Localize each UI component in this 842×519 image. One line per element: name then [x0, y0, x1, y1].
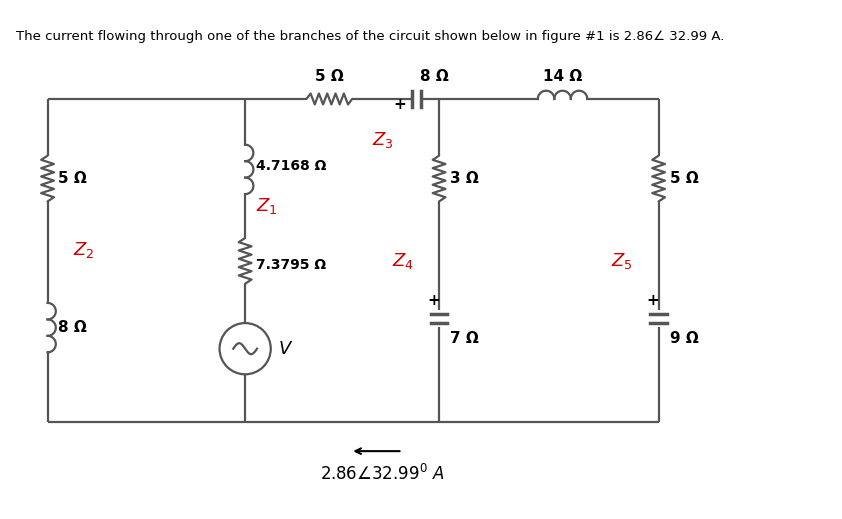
- Text: 8 Ω: 8 Ω: [420, 70, 449, 84]
- Text: 8 Ω: 8 Ω: [57, 320, 87, 335]
- Text: 3 Ω: 3 Ω: [450, 171, 479, 186]
- Text: $Z_2$: $Z_2$: [73, 240, 94, 260]
- Text: 5 Ω: 5 Ω: [315, 70, 344, 84]
- Text: $Z_5$: $Z_5$: [611, 251, 632, 271]
- Text: The current flowing through one of the branches of the circuit shown below in fi: The current flowing through one of the b…: [17, 30, 725, 44]
- Text: +: +: [393, 97, 406, 112]
- Text: 14 Ω: 14 Ω: [543, 70, 582, 84]
- Text: 9 Ω: 9 Ω: [669, 331, 698, 346]
- Text: 4.7168 Ω: 4.7168 Ω: [256, 159, 327, 173]
- Text: 7.3795 Ω: 7.3795 Ω: [256, 258, 326, 272]
- Text: 7 Ω: 7 Ω: [450, 331, 479, 346]
- Text: 5 Ω: 5 Ω: [669, 171, 698, 186]
- Text: $Z_4$: $Z_4$: [392, 251, 413, 271]
- Text: $Z_1$: $Z_1$: [256, 196, 278, 216]
- Text: $2.86\angle 32.99^{0}\ A$: $2.86\angle 32.99^{0}\ A$: [320, 464, 445, 484]
- Text: $V$: $V$: [278, 340, 294, 358]
- Text: +: +: [647, 293, 659, 308]
- Text: $Z_3$: $Z_3$: [371, 130, 393, 150]
- Text: +: +: [427, 293, 440, 308]
- Text: 5 Ω: 5 Ω: [57, 171, 87, 186]
